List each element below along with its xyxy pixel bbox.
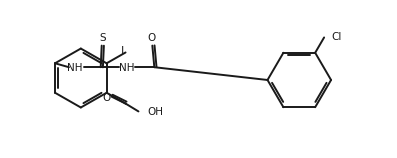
Text: Cl: Cl (331, 32, 341, 43)
Text: I: I (121, 46, 124, 55)
Text: S: S (99, 33, 106, 43)
Text: NH: NH (119, 63, 134, 73)
Text: O: O (102, 93, 111, 103)
Text: NH: NH (67, 63, 83, 73)
Text: O: O (147, 33, 156, 43)
Text: OH: OH (147, 107, 164, 117)
